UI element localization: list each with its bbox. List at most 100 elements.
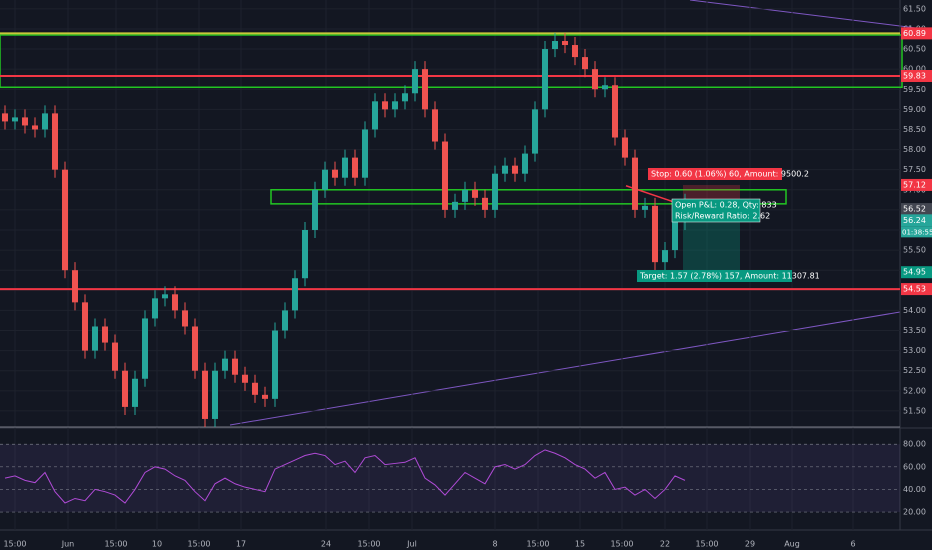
candle-body bbox=[532, 109, 538, 154]
candle-body bbox=[102, 326, 108, 343]
candle-body bbox=[162, 294, 168, 299]
y-tick-label: 52.50 bbox=[903, 366, 926, 375]
price-tag-label: 56.24 bbox=[903, 216, 926, 225]
candle-body bbox=[372, 101, 378, 130]
candle-body bbox=[42, 113, 48, 130]
tool-label: Risk/Reward Ratio: 2.62 bbox=[675, 212, 770, 221]
countdown: 01:38:55 bbox=[902, 228, 932, 236]
candle-body bbox=[512, 165, 518, 174]
tool-label-box bbox=[671, 198, 761, 223]
candle-body bbox=[32, 125, 38, 130]
zone bbox=[0, 34, 903, 88]
trendline bbox=[689, 0, 932, 31]
x-tick-label: 15 bbox=[575, 540, 585, 549]
candle-body bbox=[672, 221, 678, 251]
candle-body bbox=[642, 205, 648, 210]
rsi-line bbox=[4, 449, 686, 504]
rsi-tick-label: 60.00 bbox=[903, 462, 926, 471]
candle-body bbox=[622, 137, 628, 158]
candle-body bbox=[422, 69, 428, 110]
candle-body bbox=[152, 298, 158, 319]
x-tick-label: 29 bbox=[745, 540, 755, 549]
tool-label: Stop: 0.60 (1.06%) 60, Amount: 9500.2 bbox=[651, 170, 809, 179]
y-tick-label: 57.50 bbox=[903, 165, 926, 174]
y-tick-label: 53.00 bbox=[903, 346, 926, 355]
candle-body bbox=[182, 310, 188, 327]
x-tick-label: 17 bbox=[236, 540, 246, 549]
zone bbox=[270, 189, 787, 205]
x-tick-label: 15:00 bbox=[357, 540, 380, 549]
x-tick-label: 6 bbox=[850, 540, 855, 549]
rsi-band bbox=[0, 444, 900, 513]
candle-body bbox=[72, 270, 78, 303]
candle-body bbox=[252, 382, 258, 395]
x-tick-label: 22 bbox=[660, 540, 670, 549]
candle-body bbox=[432, 109, 438, 142]
x-tick-label: 8 bbox=[492, 540, 497, 549]
price-tag bbox=[901, 27, 932, 40]
candle-body bbox=[282, 310, 288, 331]
price-tag-label: 59.83 bbox=[903, 71, 926, 80]
tool-label-box bbox=[637, 270, 792, 282]
price-tag bbox=[901, 266, 932, 279]
price-tag bbox=[901, 203, 932, 216]
candle-body bbox=[232, 358, 238, 375]
y-tick-label: 51.50 bbox=[903, 406, 926, 415]
candle-body bbox=[332, 169, 338, 178]
y-tick-label: 55.50 bbox=[903, 246, 926, 255]
candle-body bbox=[492, 173, 498, 210]
y-tick-label: 54.00 bbox=[903, 306, 926, 315]
candle-body bbox=[652, 205, 658, 263]
rsi-tick-label: 20.00 bbox=[903, 508, 926, 517]
candle-body bbox=[522, 153, 528, 174]
candle-body bbox=[362, 129, 368, 178]
price-tag bbox=[901, 283, 932, 296]
rsi-tick-label: 40.00 bbox=[903, 485, 926, 494]
y-tick-label: 58.00 bbox=[903, 145, 926, 154]
candle-body bbox=[342, 157, 348, 178]
candle-body bbox=[462, 189, 468, 202]
candle-body bbox=[582, 57, 588, 70]
candle-body bbox=[292, 278, 298, 311]
tool-label: Target: 1.57 (2.78%) 157, Amount: 11307.… bbox=[639, 272, 820, 281]
candle-body bbox=[452, 201, 458, 210]
price-tag-label: 57.12 bbox=[903, 180, 926, 189]
candle-body bbox=[12, 117, 18, 122]
candle-body bbox=[62, 169, 68, 271]
candle-body bbox=[442, 141, 448, 210]
tool-label: Open P&L: 0.28, Qty: 833 bbox=[675, 201, 777, 210]
price-tag-label: 56.52 bbox=[903, 205, 926, 214]
price-tag-label: 54.53 bbox=[903, 285, 926, 294]
candle-body bbox=[192, 326, 198, 371]
candle-body bbox=[482, 197, 488, 210]
y-tick-label: 52.00 bbox=[903, 386, 926, 395]
candle-body bbox=[352, 157, 358, 178]
tool-label-box bbox=[648, 168, 782, 180]
x-tick-label: Jul bbox=[406, 540, 417, 549]
price-tag-label: 60.89 bbox=[903, 29, 926, 38]
candle-body bbox=[112, 342, 118, 371]
candle-body bbox=[402, 93, 408, 102]
x-tick-label: 24 bbox=[321, 540, 331, 549]
candle-body bbox=[472, 189, 478, 198]
y-tick-label: 61.50 bbox=[903, 4, 926, 13]
x-tick-label: 15:00 bbox=[3, 540, 26, 549]
price-tag bbox=[901, 69, 932, 82]
x-tick-label: Aug bbox=[784, 540, 800, 549]
x-tick-label: 15:00 bbox=[526, 540, 549, 549]
rsi-tick-label: 80.00 bbox=[903, 440, 926, 449]
candle-body bbox=[502, 165, 508, 174]
candle-body bbox=[562, 41, 568, 46]
candle-body bbox=[132, 378, 138, 407]
candle-body bbox=[172, 294, 178, 311]
candle-body bbox=[392, 101, 398, 110]
candle-body bbox=[412, 69, 418, 94]
y-tick-label: 59.50 bbox=[903, 85, 926, 94]
x-tick-label: 15:00 bbox=[695, 540, 718, 549]
candle-body bbox=[572, 45, 578, 58]
x-tick-label: 15:00 bbox=[187, 540, 210, 549]
candle-body bbox=[52, 113, 58, 170]
y-tick-label: 53.50 bbox=[903, 326, 926, 335]
candle-body bbox=[22, 117, 28, 126]
y-tick-label: 60.50 bbox=[903, 45, 926, 54]
